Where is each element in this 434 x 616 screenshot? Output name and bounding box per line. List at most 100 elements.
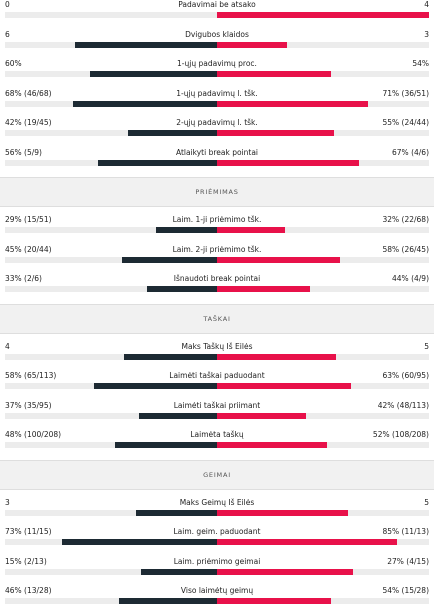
stat-bar-right	[217, 159, 360, 166]
stat-bar-left	[89, 71, 217, 77]
stat-bar-left	[147, 286, 217, 292]
stat-row-maks-geimu-is-eiles: 3 Maks Geimų Iš Eilės 5	[0, 498, 434, 528]
stat-label: Laimėti taškai priimant	[173, 400, 261, 410]
stat-bar-right	[217, 509, 349, 516]
stat-bar-left	[94, 383, 217, 389]
stat-row-1-uju-padavimu-l-tsk: 68% (46/68) 1-ųjų padavimų l. tšk. 71% (36…	[0, 89, 434, 119]
stat-label: Padavimai be atsako	[178, 0, 256, 9]
stat-label: Laim. geim. paduodant	[173, 527, 261, 536]
stat-bar-track	[5, 442, 429, 448]
stat-label: Laimėta taškų	[190, 430, 244, 439]
section-header-priemimas: PRIĖMIMAS	[0, 177, 434, 207]
stat-row-1-uju-padavimu-proc: 60% 1-ųjų padavimų proc. 54%	[0, 59, 434, 89]
section-header-taskai: TAŠKAI	[0, 303, 434, 334]
stat-left-value: 0	[5, 0, 10, 9]
stat-left-value: 15% (2/13)	[5, 556, 47, 566]
stat-right-value: 5	[424, 341, 429, 351]
stat-row-laimeti-taskai-paduodant: 58% (65/113) Laimėti taškai paduodant 63% …	[0, 371, 434, 401]
stat-bar-track	[5, 383, 429, 389]
stat-bar-track	[5, 12, 429, 18]
section-spacer	[0, 207, 434, 215]
stat-bar-track	[5, 286, 429, 292]
stat-left-value: 56% (5/9)	[5, 147, 42, 157]
stat-right-value: 42% (48/113)	[377, 400, 429, 410]
section-spacer	[0, 490, 434, 498]
stat-bar-right	[217, 412, 307, 419]
stat-row-laim-2-ji-priemimo-tsk: 45% (20/44) Laim. 2-ji priėmimo tšk. 58% (…	[0, 245, 434, 275]
stat-row-laimeti-taskai-priimant: 37% (35/95) Laimėti taškai priimant 42% (4…	[0, 401, 434, 431]
stat-bar-right	[217, 383, 351, 389]
stat-label: Maks Taškų Iš Eilės	[181, 341, 253, 351]
stat-bar-right	[217, 286, 311, 292]
stat-label: Laim. priėmimo geimai	[173, 556, 261, 566]
stat-bar-right	[217, 71, 332, 77]
stat-bar-right	[217, 12, 429, 18]
stat-bar-left	[155, 227, 217, 233]
stat-row-maks-tasku-is-eiles: 4 Maks Taškų Iš Eilės 5	[0, 342, 434, 372]
stat-left-value: 58% (65/113)	[5, 371, 57, 380]
stat-row-laim-1-ji-priemimo-tsk: 29% (15/51) Laim. 1-ji priėmimo tšk. 32% (…	[0, 215, 434, 245]
stat-bar-track	[5, 159, 429, 166]
stat-row-viso-laimetu-geimu: 46% (13/28) Viso laimėtų geimų 54% (15/28)	[0, 586, 434, 616]
stat-right-value: 5	[424, 497, 429, 507]
section-spacer	[0, 334, 434, 342]
stat-right-value: 55% (24/44)	[382, 118, 429, 127]
stat-row-padavimai-be-atsako: 0 Padavimai be atsako 4	[0, 0, 434, 30]
stat-bar-left	[115, 442, 217, 448]
stat-left-value: 33% (2/6)	[5, 274, 42, 283]
stat-label: Viso laimėtų geimų	[180, 586, 254, 595]
stat-bar-track	[5, 100, 429, 107]
stat-row-dvigubos-klaidos: 6 Dvigubos klaidos 3	[0, 30, 434, 60]
stat-left-value: 68% (46/68)	[5, 88, 52, 98]
stat-bar-left	[140, 568, 217, 575]
stat-bar-track	[5, 353, 429, 360]
stat-label: Laim. 1-ji priėmimo tšk.	[172, 215, 262, 224]
stat-bar-left	[119, 598, 217, 604]
stat-left-value: 48% (100/208)	[5, 430, 62, 439]
stat-label: 1-ųjų padavimų l. tšk.	[176, 88, 258, 98]
stat-label: Laimėti taškai paduodant	[169, 371, 265, 380]
stat-bar-left	[138, 412, 217, 419]
stat-bar-right	[217, 353, 336, 360]
stat-bar-track	[5, 256, 429, 263]
stat-right-value: 67% (4/6)	[392, 147, 429, 157]
stat-row-atlaikyti-break-pointai: 56% (5/9) Atlaikyti break pointai 67% (4/6…	[0, 148, 434, 178]
stat-right-value: 71% (36/51)	[382, 88, 429, 98]
stat-bar-left	[136, 509, 217, 516]
stat-bar-left	[121, 256, 217, 263]
stat-right-value: 32% (22/68)	[382, 215, 429, 224]
stat-left-value: 73% (11/15)	[5, 527, 52, 536]
stat-bar-track	[5, 130, 429, 136]
stat-left-value: 60%	[5, 59, 22, 68]
stat-bar-track	[5, 227, 429, 233]
stat-left-value: 6	[5, 29, 10, 39]
stat-label: 1-ųjų padavimų proc.	[177, 59, 257, 68]
section-title: GEIMAI	[203, 470, 231, 479]
stat-right-value: 3	[424, 29, 429, 39]
stat-left-value: 37% (35/95)	[5, 400, 52, 410]
stat-bar-left	[62, 539, 217, 545]
stat-bar-left	[123, 353, 217, 360]
stat-label: Atlaikyti break pointai	[175, 147, 259, 157]
stat-left-value: 45% (20/44)	[5, 244, 52, 254]
stat-label: Išnaudoti break pointai	[173, 274, 261, 283]
section-title: PRIĖMIMAS	[195, 188, 239, 196]
stat-bar-right	[217, 568, 353, 575]
stat-bar-track	[5, 568, 429, 575]
stat-right-value: 85% (11/13)	[382, 527, 429, 536]
stat-bar-right	[217, 130, 334, 136]
stat-label: Dvigubos klaidos	[185, 29, 249, 39]
stat-bar-right	[217, 41, 287, 48]
stat-bar-track	[5, 509, 429, 516]
stat-bar-left	[98, 159, 217, 166]
stat-right-value: 58% (26/45)	[382, 244, 429, 254]
stat-row-laim-priemimo-geimai: 15% (2/13) Laim. priėmimo geimai 27% (4/15…	[0, 557, 434, 587]
stat-right-value: 27% (4/15)	[387, 556, 429, 566]
stat-left-value: 4	[5, 341, 10, 351]
stat-bar-track	[5, 412, 429, 419]
stat-left-value: 29% (15/51)	[5, 215, 52, 224]
stat-label: 2-ųjų padavimų l. tšk.	[176, 118, 258, 127]
stat-bar-right	[217, 598, 332, 604]
stat-bar-track	[5, 598, 429, 604]
